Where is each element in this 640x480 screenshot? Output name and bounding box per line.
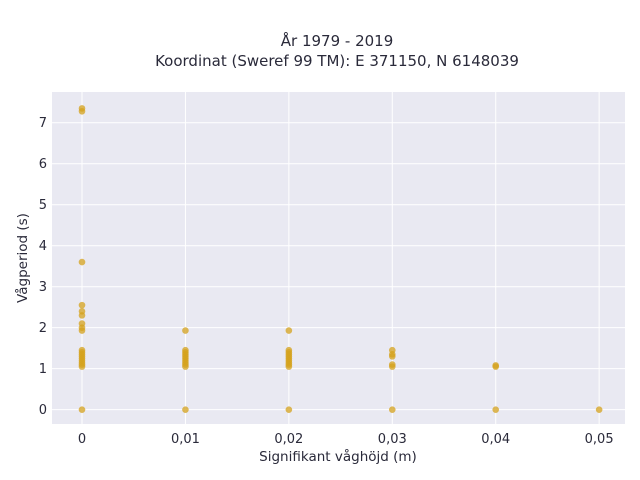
data-point xyxy=(492,362,500,369)
data-point xyxy=(78,307,86,315)
data-point xyxy=(78,346,86,354)
x-axis-label: Signifikant våghöjd (m) xyxy=(259,448,417,465)
x-tick-label: 0,02 xyxy=(274,432,303,447)
x-tick-label: 0,01 xyxy=(171,432,200,447)
y-tick-label: 7 xyxy=(39,116,47,131)
tick-labels: 0 0,01 0,02 0,03 0,04 0,05 0 1 2 3 4 5 6 7 xyxy=(39,116,614,447)
y-tick-label: 0 xyxy=(39,403,47,418)
data-points xyxy=(78,105,603,413)
chart-subtitle: Koordinat (Sweref 99 TM): E 371150, N 61… xyxy=(155,52,519,70)
data-point xyxy=(182,346,189,354)
y-tick-label: 3 xyxy=(39,280,47,295)
chart-title: År 1979 - 2019 xyxy=(281,31,394,50)
y-tick-label: 6 xyxy=(39,157,47,172)
y-tick-label: 1 xyxy=(39,362,47,377)
data-point xyxy=(388,361,396,368)
data-point xyxy=(388,406,396,413)
x-tick-label: 0,04 xyxy=(481,432,510,447)
grid-lines xyxy=(52,92,625,424)
data-point xyxy=(595,406,603,413)
x-tick-label: 0 xyxy=(78,432,86,447)
plot-area xyxy=(52,92,625,424)
data-point xyxy=(78,320,86,327)
data-point xyxy=(182,406,189,413)
data-point xyxy=(78,301,86,309)
data-point xyxy=(78,105,86,112)
x-tick-label: 0,03 xyxy=(378,432,407,447)
data-point xyxy=(388,346,396,354)
data-point xyxy=(78,258,86,266)
x-tick-label: 0,05 xyxy=(585,432,614,447)
data-point xyxy=(285,327,293,334)
y-tick-label: 4 xyxy=(39,239,47,254)
data-point xyxy=(492,406,500,413)
data-point xyxy=(182,327,189,334)
y-axis-label: Vågperiod (s) xyxy=(14,213,31,303)
data-point xyxy=(78,406,86,413)
data-point xyxy=(285,406,293,413)
y-tick-label: 2 xyxy=(39,321,47,336)
data-point xyxy=(285,346,293,354)
y-tick-label: 5 xyxy=(39,198,47,213)
